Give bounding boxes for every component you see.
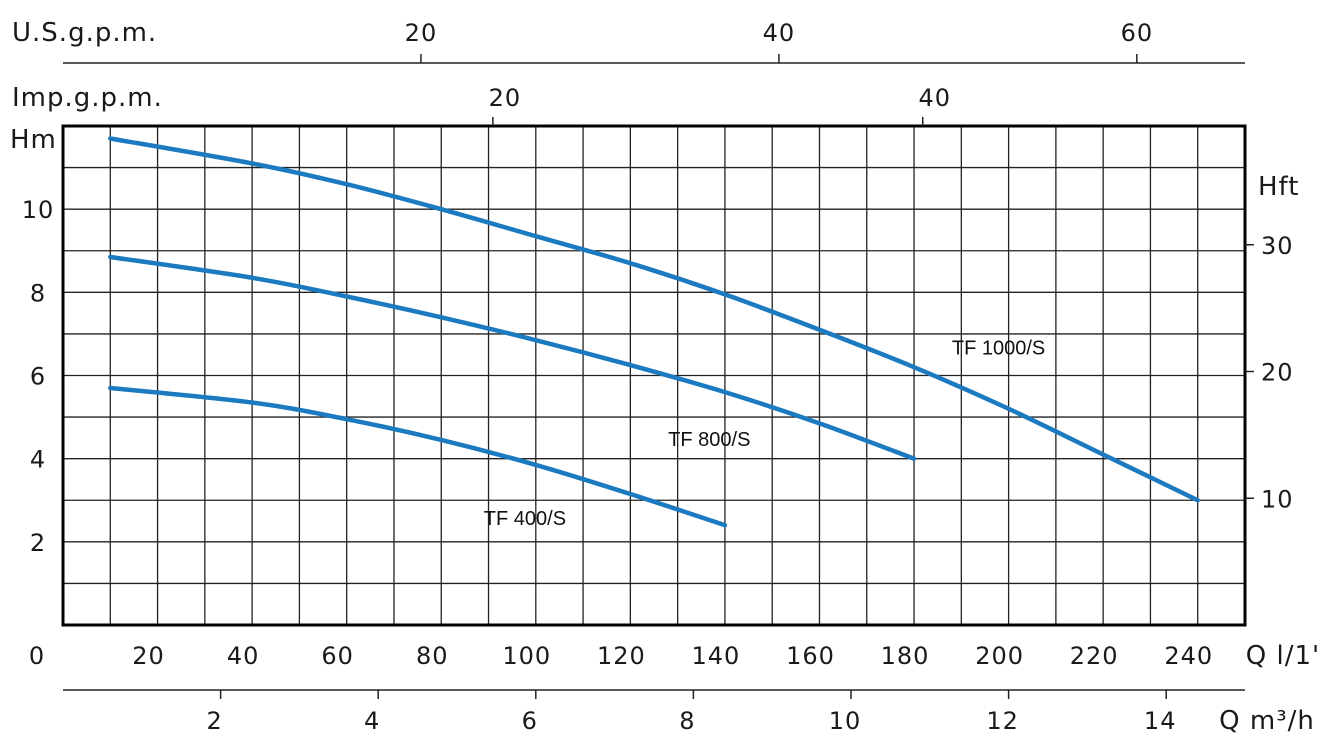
axis-labels: TF 1000/S TF 800/S TF 400/S 0 20 40 60 80 100 120… <box>10 18 1320 736</box>
y-right-tick-label: 10 <box>1261 485 1294 513</box>
m3h-axis-title: Q m³/h <box>1219 706 1315 736</box>
m3h-tick-label: 14 <box>1144 707 1177 735</box>
m3h-tick-label: 6 <box>522 707 538 735</box>
impgpm-axis-title: Imp.g.p.m. <box>12 83 163 113</box>
x-axis-title: Q l/1' <box>1246 641 1320 671</box>
y-right-tick-label: 30 <box>1261 232 1294 260</box>
x-tick-label: 180 <box>881 642 930 670</box>
x-tick-label: 140 <box>692 642 741 670</box>
y-right-tick-label: 20 <box>1261 359 1294 387</box>
usgpm-tick-label: 40 <box>763 19 796 47</box>
m3h-tick-label: 8 <box>679 707 695 735</box>
usgpm-tick-label: 60 <box>1121 19 1154 47</box>
y-tick-label: 10 <box>22 196 55 224</box>
grid-lines <box>63 126 1245 625</box>
x-tick-label: 40 <box>227 642 260 670</box>
y-axis-title: Hm <box>10 125 57 155</box>
impgpm-tick-label: 40 <box>918 84 951 112</box>
pump-curves <box>108 136 1200 528</box>
x-tick-label: 240 <box>1164 642 1213 670</box>
y-tick-label: 4 <box>30 446 46 474</box>
series-label-tf-1000-s: TF 1000/S <box>952 338 1045 360</box>
series-label-tf-800-s: TF 800/S <box>668 429 750 451</box>
m3h-tick-label: 2 <box>206 707 222 735</box>
y-tick-label: 8 <box>30 279 46 307</box>
curve-tf-1000-s <box>108 136 1200 503</box>
x-tick-label: 120 <box>597 642 646 670</box>
plot-frame <box>61 124 1247 627</box>
series-label-tf-400-s: TF 400/S <box>484 508 566 530</box>
m3h-tick-label: 12 <box>986 707 1019 735</box>
x-tick-label: 20 <box>132 642 165 670</box>
y-tick-label: 6 <box>30 363 46 391</box>
x-tick-label: 80 <box>416 642 449 670</box>
x-tick-label: 100 <box>502 642 551 670</box>
m3h-tick-label: 4 <box>364 707 380 735</box>
x-origin-label: 0 <box>29 642 45 670</box>
x-tick-label: 60 <box>321 642 354 670</box>
x-tick-label: 220 <box>1070 642 1119 670</box>
impgpm-tick-label: 20 <box>489 84 522 112</box>
x-tick-label: 160 <box>786 642 835 670</box>
m3h-tick-label: 10 <box>829 707 862 735</box>
curve-tf-400-s <box>108 385 728 528</box>
y-right-axis-title: Hft <box>1258 172 1299 202</box>
x-tick-label: 200 <box>975 642 1024 670</box>
curve-tf-800-s <box>108 254 917 461</box>
usgpm-tick-label: 20 <box>405 19 438 47</box>
y-tick-label: 2 <box>30 529 46 557</box>
axes <box>63 54 1254 699</box>
usgpm-axis-title: U.S.g.p.m. <box>12 18 157 48</box>
